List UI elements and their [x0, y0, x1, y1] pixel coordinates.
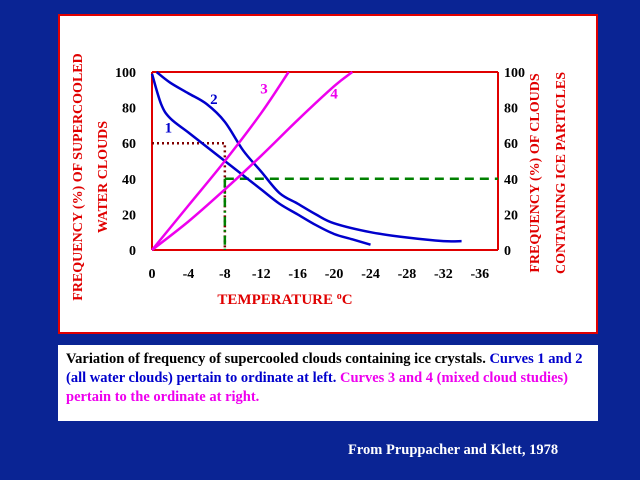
curve-label-3: 3: [260, 81, 268, 97]
curve-label-1: 1: [165, 121, 173, 137]
caption-line1: Variation of frequency of supercooled cl…: [66, 351, 486, 367]
source-credit: From Pruppacher and Klett, 1978: [348, 442, 559, 458]
curve-3: [151, 71, 290, 251]
guide-dotted: [152, 141, 227, 250]
x-tick-label: -12: [252, 267, 271, 282]
y-tick-left: 100: [115, 66, 136, 81]
chart-panel: 0 0 20 20 40 40 60 60 80 80 100 100 0 -4 -8 -12 -16 -20 -2…: [58, 14, 598, 334]
x-tick-label: -24: [361, 267, 380, 282]
curve-1: [150, 73, 371, 246]
y-tick-left: 80: [122, 102, 136, 117]
guide-lines: [152, 141, 498, 250]
y-tick-left: 20: [122, 208, 136, 223]
y-tick-right: 40: [504, 173, 518, 188]
curve-label-4: 4: [330, 87, 338, 103]
y-axis-label-right: CONTAINING ICE PARTICLES: [554, 72, 569, 274]
x-tick-label: -36: [470, 267, 489, 282]
chart-curves: [150, 71, 462, 251]
y-axis-label-right: FREQUENCY (%) OF CLOUDS: [528, 73, 543, 272]
x-axis-label: TEMPERATURE oC: [217, 291, 352, 308]
y-tick-right: 0: [504, 244, 511, 259]
y-tick-left: 40: [122, 173, 136, 188]
y-tick-left: 0: [129, 244, 136, 259]
curve-4: [151, 71, 354, 251]
x-tick-label: 0: [149, 267, 156, 282]
x-tick-label: -4: [183, 267, 195, 282]
y-tick-right: 100: [504, 66, 525, 81]
y-tick-right: 80: [504, 102, 518, 117]
caption-box: Variation of frequency of supercooled cl…: [58, 345, 598, 421]
y-axis-label-left: FREQUENCY (%) OF SUPERCOOLED: [71, 53, 86, 300]
x-tick-label: -16: [288, 267, 307, 282]
x-tick-label: -20: [325, 267, 344, 282]
y-axis-label-left: WATER CLOUDS: [96, 121, 111, 233]
y-tick-left: 60: [122, 137, 136, 152]
curve-label-2: 2: [210, 92, 218, 108]
x-tick-label: -8: [219, 267, 231, 282]
y-tick-right: 60: [504, 137, 518, 152]
caption-magenta: Curves 3 and 4 (mixed cloud studies) per…: [66, 370, 568, 405]
y-tick-right: 20: [504, 208, 518, 223]
curve-2: [155, 71, 462, 243]
caption-blue: Curves 1 and 2 (all water clouds) pertai…: [66, 351, 583, 386]
x-tick-label: -28: [398, 267, 417, 282]
chart-axes: [151, 71, 499, 251]
x-tick-label: -32: [434, 267, 453, 282]
